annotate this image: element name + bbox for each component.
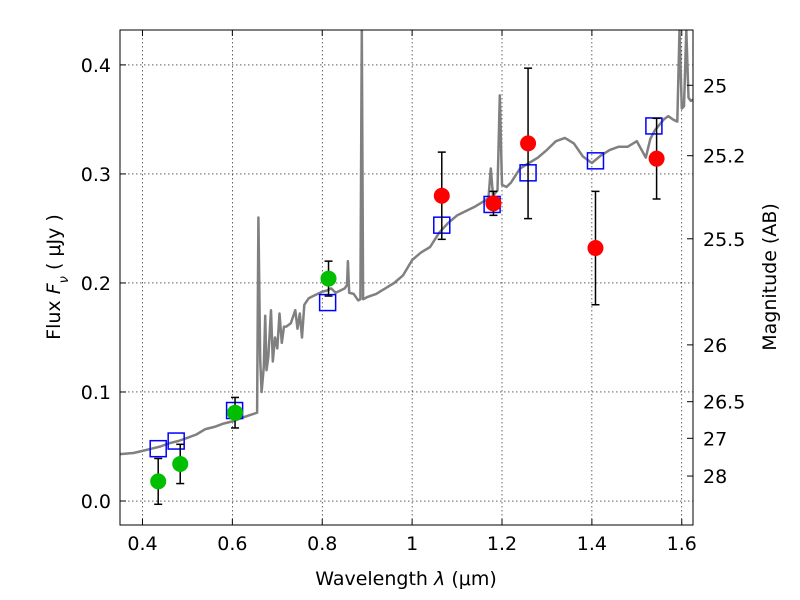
nir-data-point bbox=[485, 195, 502, 212]
plot-content bbox=[120, 30, 693, 506]
y-tick-label: 0.3 bbox=[81, 164, 111, 186]
y2-tick-label: 25.2 bbox=[703, 146, 745, 168]
x-tick-label: 1.6 bbox=[667, 533, 697, 555]
y2-axis-label: Magnitude (AB) bbox=[759, 203, 781, 351]
ticks: 0.4 0.6 0.8 1 1.2 1.4 1.6 0.0 0.1 0.2 0.3 0.4 25 25.2… bbox=[81, 30, 745, 555]
optical-data-point bbox=[150, 473, 167, 490]
x-tick-label: 0.8 bbox=[307, 533, 337, 555]
y2-tick-label: 25 bbox=[703, 75, 727, 97]
y2-tick-label: 28 bbox=[703, 466, 727, 488]
x-tick-label: 0.4 bbox=[127, 533, 157, 555]
y-tick-label: 0.1 bbox=[81, 382, 111, 404]
synthetic-photometry-square bbox=[167, 432, 185, 450]
y2-tick-label: 25.5 bbox=[703, 229, 745, 251]
synthetic-photometry-square bbox=[318, 293, 337, 312]
nir-data-point bbox=[587, 240, 604, 257]
y2-tick-label: 27 bbox=[703, 428, 727, 450]
model-spectrum-line bbox=[120, 30, 693, 456]
nir-data-point bbox=[648, 150, 665, 167]
y-tick-label: 0.4 bbox=[81, 55, 111, 77]
optical-data-point bbox=[227, 404, 244, 421]
nir-data-point bbox=[433, 187, 450, 204]
x-tick-label: 1.2 bbox=[487, 533, 517, 555]
y-tick-label: 0.0 bbox=[81, 491, 111, 513]
x-axis-label: Wavelength λ (μm) bbox=[315, 568, 496, 590]
plot-area bbox=[120, 30, 693, 525]
grid bbox=[120, 30, 693, 525]
x-tick-label: 1.4 bbox=[577, 533, 607, 555]
axes-frame bbox=[119, 29, 694, 526]
optical-data-point bbox=[320, 270, 337, 287]
y2-tick-label: 26.5 bbox=[703, 392, 745, 414]
x-tick-label: 1 bbox=[406, 533, 418, 555]
nir-data-point bbox=[520, 135, 537, 152]
x-tick-label: 0.6 bbox=[217, 533, 247, 555]
y2-tick-label: 26 bbox=[703, 335, 727, 357]
y-tick-label: 0.2 bbox=[81, 273, 111, 295]
synthetic-photometry-square bbox=[586, 152, 605, 170]
synthetic-photometry-square bbox=[149, 439, 167, 458]
optical-data-point bbox=[172, 455, 189, 472]
y-axis-label: Flux Fν ( μJy ) bbox=[43, 214, 72, 340]
